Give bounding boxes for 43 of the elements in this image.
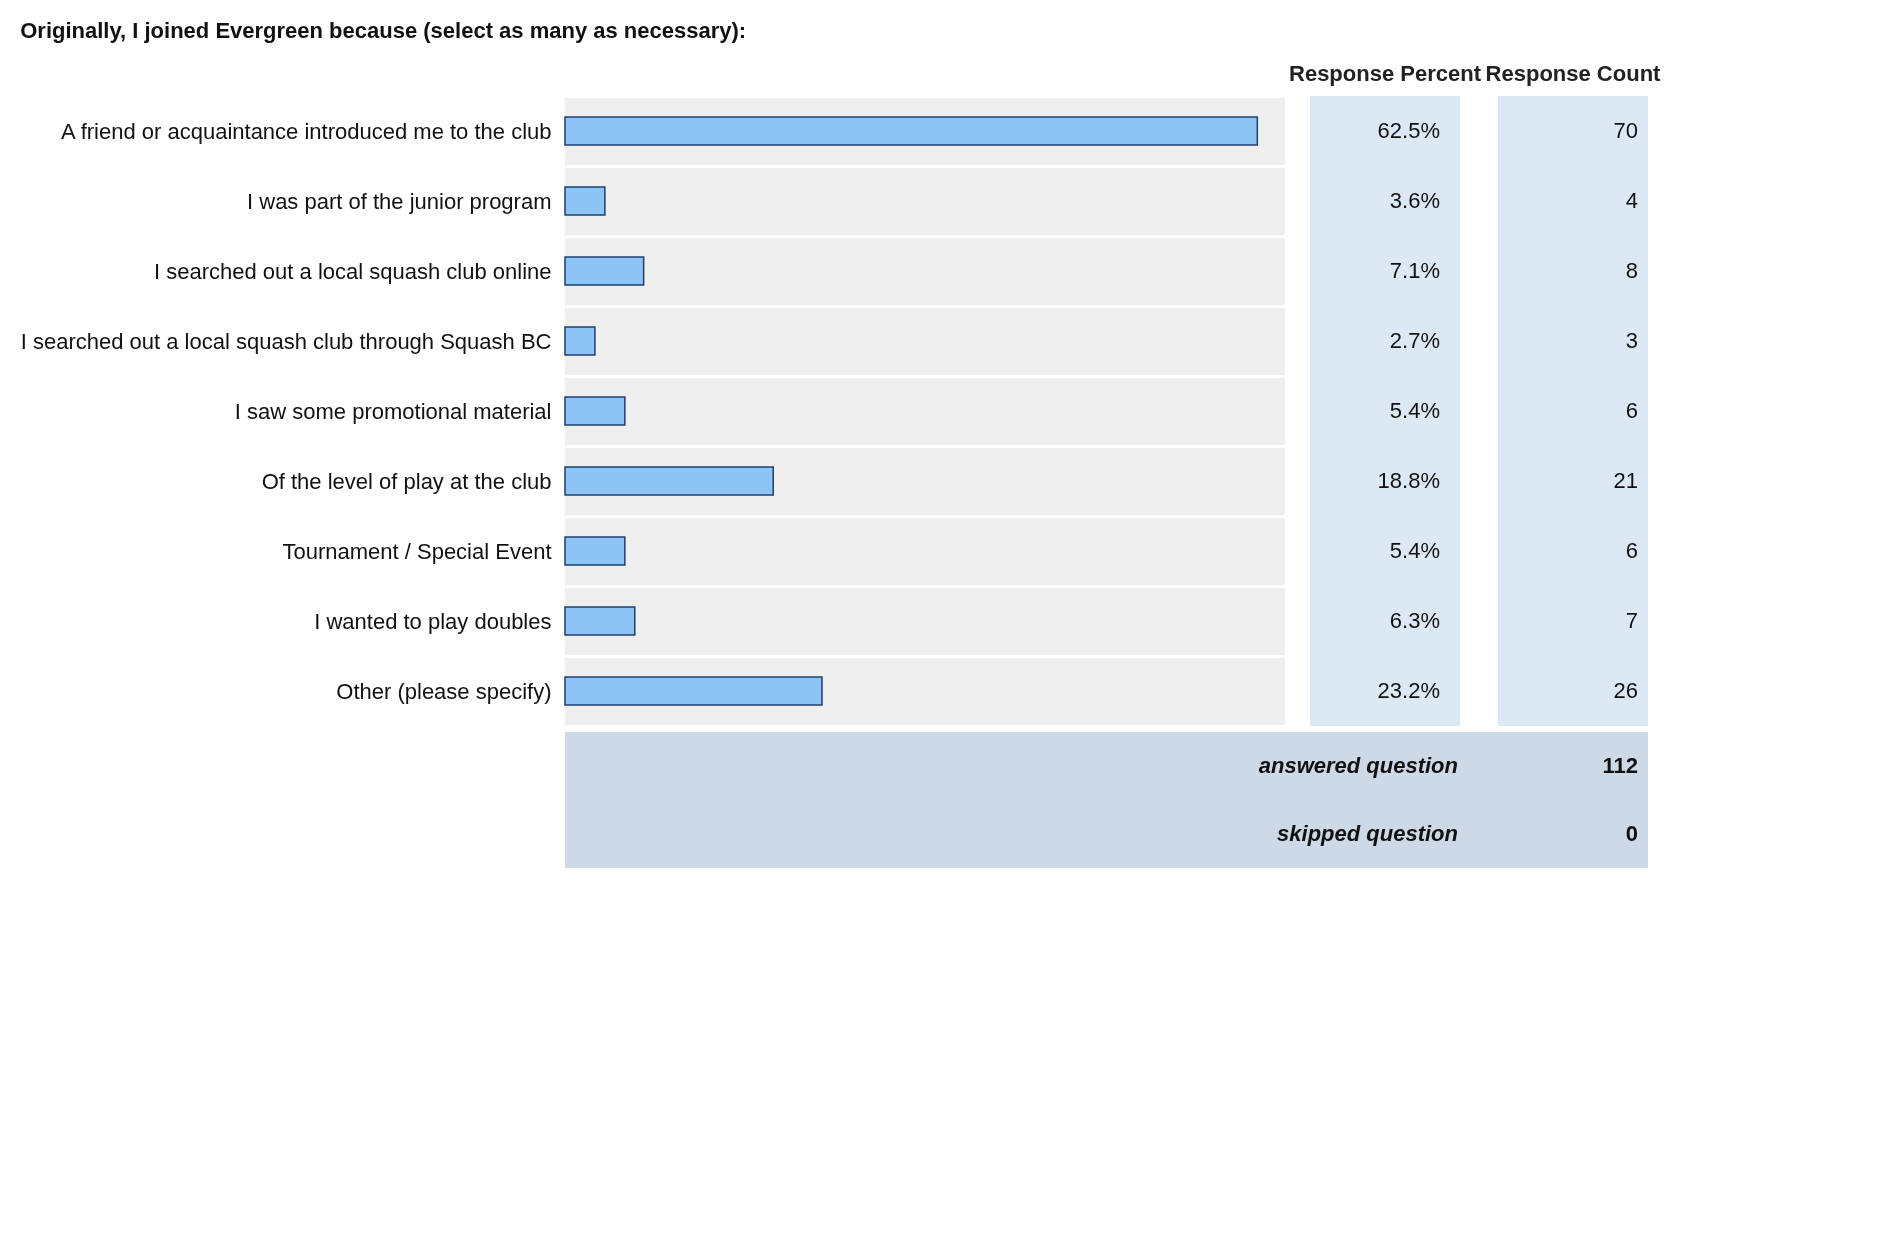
bar (564, 326, 596, 356)
y-tick-label: Tournament / Special Event (282, 538, 552, 564)
text: Response Percent (1289, 61, 1482, 86)
y-tick-label: Other (please specify) (336, 678, 552, 704)
y-tick-label: I was part of the junior program (247, 188, 552, 214)
bar (564, 396, 626, 426)
text: 3 (1625, 328, 1638, 353)
bar (564, 116, 1259, 146)
text: 70 (1613, 118, 1638, 143)
data-label: 62.5% (1377, 118, 1440, 143)
data-label: 23.2% (1377, 678, 1440, 703)
text: 6 (1625, 538, 1638, 563)
data-label: 3.6% (1389, 188, 1440, 213)
bar (564, 186, 606, 216)
text: 6 (1625, 398, 1638, 423)
y-tick-label: I searched out a local squash club through Squash BC (20, 328, 552, 354)
text: answered question (1258, 753, 1458, 778)
y-tick-label: A friend or acquaintance introduced me to the club (61, 118, 552, 144)
data-label: 7.1% (1389, 258, 1440, 283)
data-label: 5.4% (1389, 538, 1440, 563)
text: 7 (1625, 608, 1638, 633)
text: 0 (1625, 821, 1638, 846)
data-label: 6.3% (1389, 608, 1440, 633)
text: 4 (1625, 188, 1638, 213)
data-label: 5.4% (1389, 398, 1440, 423)
y-tick-label: Of the level of play at the club (261, 468, 552, 494)
bar (564, 256, 645, 286)
text: 26 (1613, 678, 1638, 703)
bar (564, 606, 636, 636)
y-tick-label: I searched out a local squash club online (154, 258, 552, 284)
data-label: 2.7% (1389, 328, 1440, 353)
y-tick-label: I saw some promotional material (234, 398, 552, 424)
bar (564, 536, 626, 566)
text: 21 (1613, 468, 1638, 493)
text: skipped question (1277, 821, 1458, 846)
y-tick-label: I wanted to play doubles (314, 608, 552, 634)
text: 8 (1625, 258, 1638, 283)
data-label: 18.8% (1377, 468, 1440, 493)
text: Response Count (1485, 61, 1662, 86)
text: Originally, I joined Evergreen because (select as many as necessary): (20, 18, 747, 43)
bar (564, 466, 774, 496)
bar (564, 676, 823, 706)
text: 112 (1602, 753, 1638, 778)
